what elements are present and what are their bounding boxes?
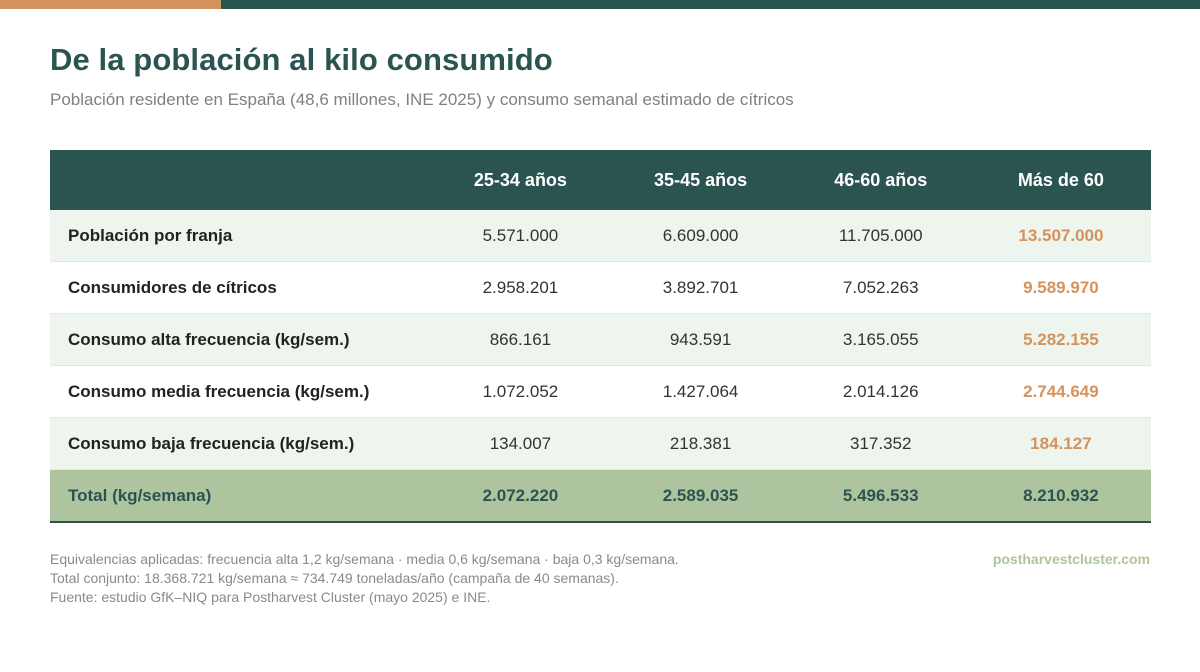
header-cell-label bbox=[50, 150, 431, 210]
table-cell: 3.892.701 bbox=[610, 261, 791, 314]
consumption-table: 25-34 años 35-45 años 46-60 años Más de … bbox=[50, 150, 1151, 523]
table-cell: 2.958.201 bbox=[430, 261, 611, 314]
footnotes: Equivalencias aplicadas: frecuencia alta… bbox=[50, 550, 930, 607]
total-row: Total (kg/semana) 2.072.220 2.589.035 5.… bbox=[50, 469, 1151, 522]
total-row-label: Total (kg/semana) bbox=[50, 469, 431, 522]
page-title: De la población al kilo consumido bbox=[50, 42, 553, 77]
table-cell: 317.352 bbox=[790, 417, 971, 470]
table-cell-highlight: 13.507.000 bbox=[970, 210, 1151, 262]
table-cell-highlight: 184.127 bbox=[970, 417, 1151, 470]
table-header-row: 25-34 años 35-45 años 46-60 años Más de … bbox=[50, 150, 1151, 210]
footnote-equivalences: Equivalencias aplicadas: frecuencia alta… bbox=[50, 551, 679, 567]
header-cell-over-60: Más de 60 bbox=[970, 150, 1151, 210]
table-header: 25-34 años 35-45 años 46-60 años Más de … bbox=[50, 150, 1151, 210]
total-cell: 2.072.220 bbox=[430, 469, 611, 522]
table-body: Población por franja 5.571.000 6.609.000… bbox=[50, 210, 1151, 522]
row-label: Consumidores de cítricos bbox=[50, 261, 431, 314]
table-row: Consumo alta frecuencia (kg/sem.) 866.16… bbox=[50, 313, 1151, 366]
table-cell-highlight: 2.744.649 bbox=[970, 365, 1151, 418]
header-cell-25-34: 25-34 años bbox=[430, 150, 611, 210]
top-accent-bar-highlight bbox=[0, 0, 221, 9]
table-cell: 5.571.000 bbox=[430, 210, 611, 262]
table-row: Consumo baja frecuencia (kg/sem.) 134.00… bbox=[50, 417, 1151, 470]
table-cell: 218.381 bbox=[610, 417, 791, 470]
footnote-source: Fuente: estudio GfK–NIQ para Postharvest… bbox=[50, 589, 491, 605]
table-row: Población por franja 5.571.000 6.609.000… bbox=[50, 210, 1151, 262]
total-cell: 5.496.533 bbox=[790, 469, 971, 522]
total-cell: 8.210.932 bbox=[970, 469, 1151, 522]
brand-link[interactable]: postharvestcluster.com bbox=[992, 551, 1150, 567]
table-cell: 866.161 bbox=[430, 313, 611, 366]
table-row: Consumidores de cítricos 2.958.201 3.892… bbox=[50, 261, 1151, 314]
table-cell: 11.705.000 bbox=[790, 210, 971, 262]
table-cell: 134.007 bbox=[430, 417, 611, 470]
table-cell: 6.609.000 bbox=[610, 210, 791, 262]
total-cell: 2.589.035 bbox=[610, 469, 791, 522]
table-row: Consumo media frecuencia (kg/sem.) 1.072… bbox=[50, 365, 1151, 418]
header-cell-46-60: 46-60 años bbox=[790, 150, 971, 210]
table-cell: 7.052.263 bbox=[790, 261, 971, 314]
row-label: Consumo media frecuencia (kg/sem.) bbox=[50, 365, 431, 418]
page-subtitle: Población residente en España (48,6 mill… bbox=[50, 90, 794, 109]
table-cell: 943.591 bbox=[610, 313, 791, 366]
row-label: Consumo alta frecuencia (kg/sem.) bbox=[50, 313, 431, 366]
row-label: Consumo baja frecuencia (kg/sem.) bbox=[50, 417, 431, 470]
table-cell-highlight: 5.282.155 bbox=[970, 313, 1151, 366]
top-accent-bar bbox=[0, 0, 1200, 9]
row-label: Población por franja bbox=[50, 210, 431, 262]
header-cell-35-45: 35-45 años bbox=[610, 150, 791, 210]
footnote-total: Total conjunto: 18.368.721 kg/semana ≈ 7… bbox=[50, 570, 619, 586]
table-cell-highlight: 9.589.970 bbox=[970, 261, 1151, 314]
table-cell: 3.165.055 bbox=[790, 313, 971, 366]
table-cell: 1.427.064 bbox=[610, 365, 791, 418]
table-cell: 1.072.052 bbox=[430, 365, 611, 418]
table-cell: 2.014.126 bbox=[790, 365, 971, 418]
